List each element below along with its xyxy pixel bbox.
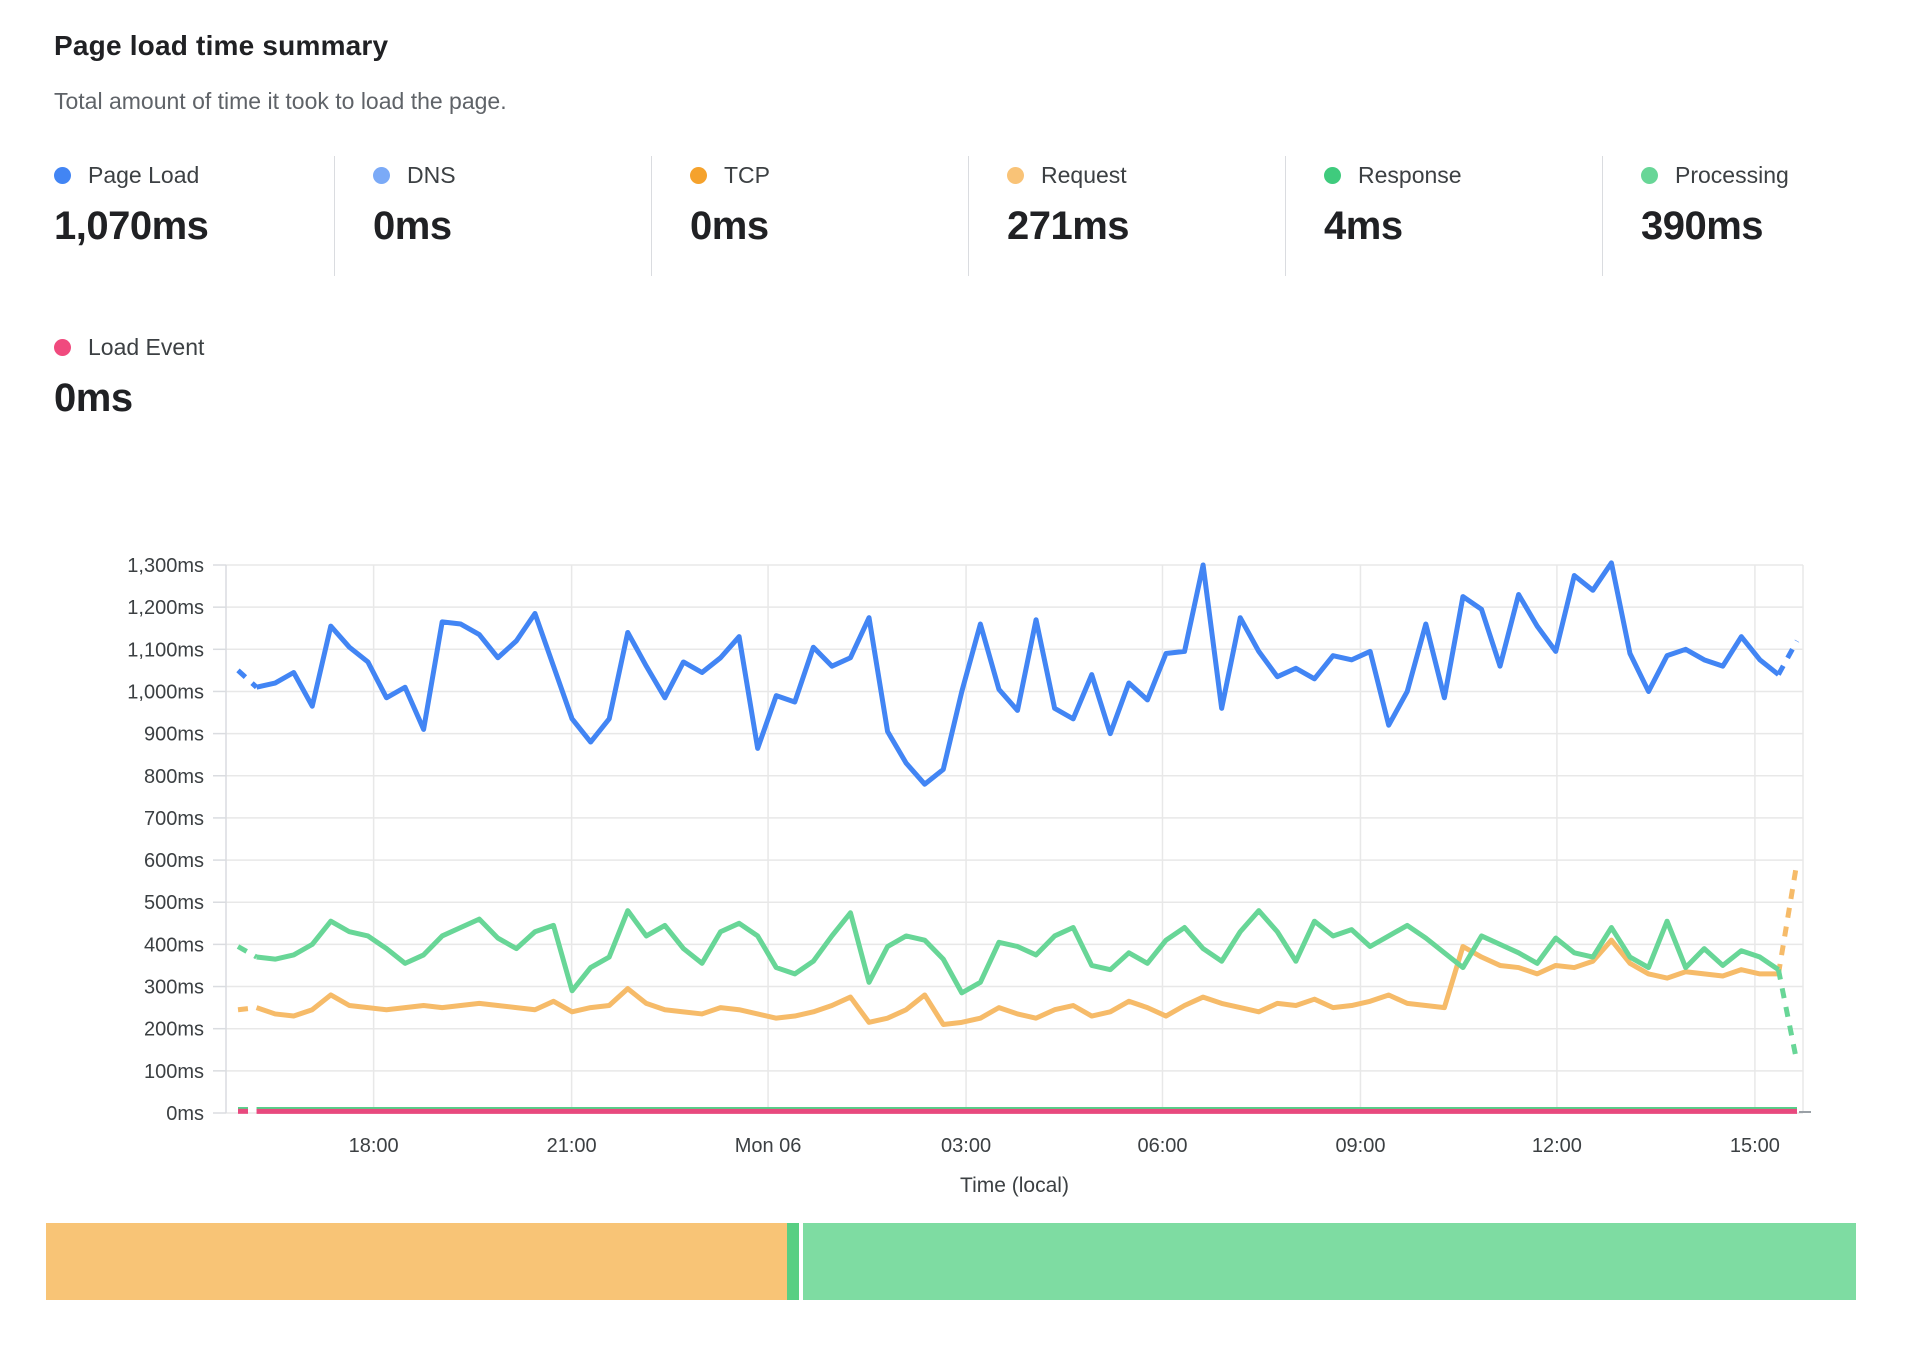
x-axis-label: 12:00 xyxy=(1532,1135,1582,1157)
metric-value: 0ms xyxy=(690,204,769,248)
processing-line xyxy=(256,908,1780,996)
metric-page-load[interactable]: Page Load 1,070ms xyxy=(54,156,334,276)
metric-legend: Response xyxy=(1324,162,1602,189)
metric-label: Page Load xyxy=(88,162,200,188)
metric-label: Response xyxy=(1358,162,1462,188)
response-legend-dot-icon xyxy=(1324,167,1341,184)
metric-processing[interactable]: Processing 390ms xyxy=(1602,156,1910,276)
metric-label: Request xyxy=(1041,162,1127,188)
y-axis-label: 300ms xyxy=(144,977,204,999)
request-legend-dot-icon xyxy=(1007,167,1024,184)
chart-plot-area[interactable] xyxy=(226,565,1803,1113)
y-axis-label: 100ms xyxy=(144,1061,204,1083)
processing-line-start-dash xyxy=(236,944,258,960)
metric-legend: TCP xyxy=(690,162,968,189)
y-axis-label: 1,100ms xyxy=(127,639,204,661)
metric-value: 271ms xyxy=(1007,204,1130,248)
metric-legend: Request xyxy=(1007,162,1285,189)
metric-legend: Page Load xyxy=(54,162,334,189)
page-load-line-start-dash xyxy=(236,668,259,690)
y-axis-label: 400ms xyxy=(144,934,204,956)
x-axis-label: 06:00 xyxy=(1137,1135,1187,1157)
metric-tcp[interactable]: TCP 0ms xyxy=(651,156,968,276)
page-load-line xyxy=(256,560,1780,787)
processing-line-end-dash xyxy=(1775,969,1800,1063)
gap-segment[interactable] xyxy=(799,1223,803,1300)
y-axis-label: 1,000ms xyxy=(127,681,204,703)
y-axis-label: 500ms xyxy=(144,892,204,914)
page-load-line-end-dash xyxy=(1776,639,1800,676)
metric-legend: Processing xyxy=(1641,162,1910,189)
x-axis-label: Mon 06 xyxy=(735,1135,802,1157)
x-axis-label: 03:00 xyxy=(941,1135,991,1157)
dns-legend-dot-icon xyxy=(373,167,390,184)
x-axis-label: 09:00 xyxy=(1335,1135,1385,1157)
metric-load-event[interactable]: Load Event 0ms xyxy=(54,328,334,448)
x-axis-title: Time (local) xyxy=(960,1174,1069,1197)
panel-title: Page load time summary xyxy=(54,30,389,61)
request-line-start-dash xyxy=(237,1005,257,1013)
processing-legend-dot-icon xyxy=(1641,167,1658,184)
metric-dns[interactable]: DNS 0ms xyxy=(334,156,651,276)
page-load-legend-dot-icon xyxy=(54,167,71,184)
metrics-row-2: Load Event 0ms xyxy=(54,328,334,448)
metric-value: 0ms xyxy=(373,204,452,248)
metrics-row-1: Page Load 1,070ms DNS 0ms TCP 0ms Request 271ms… xyxy=(54,156,1910,276)
metric-request[interactable]: Request 271ms xyxy=(968,156,1285,276)
request-line xyxy=(255,937,1779,1027)
boundary-segment[interactable] xyxy=(787,1223,799,1300)
request-segment[interactable] xyxy=(46,1223,787,1300)
load-event-legend-dot-icon xyxy=(54,339,71,356)
metric-legend: Load Event xyxy=(54,334,334,361)
metric-value: 1,070ms xyxy=(54,204,209,248)
y-axis-label: 1,300ms xyxy=(127,555,204,577)
panel-subtitle: Total amount of time it took to load the… xyxy=(54,88,507,114)
processing-segment[interactable] xyxy=(803,1223,1856,1300)
metric-label: TCP xyxy=(724,162,770,188)
x-axis-label: 21:00 xyxy=(547,1135,597,1157)
y-axis-label: 0ms xyxy=(166,1103,204,1125)
tcp-legend-dot-icon xyxy=(690,167,707,184)
metric-label: DNS xyxy=(407,162,456,188)
y-axis-label: 700ms xyxy=(144,808,204,830)
y-axis-label: 900ms xyxy=(144,724,204,746)
metric-response[interactable]: Response 4ms xyxy=(1285,156,1602,276)
time-range-bar[interactable] xyxy=(46,1223,1856,1300)
metric-value: 390ms xyxy=(1641,204,1764,248)
metric-label: Processing xyxy=(1675,162,1789,188)
metric-value: 0ms xyxy=(54,376,133,420)
metric-label: Load Event xyxy=(88,334,205,360)
x-axis-label: 15:00 xyxy=(1730,1135,1780,1157)
metric-legend: DNS xyxy=(373,162,651,189)
y-axis-label: 600ms xyxy=(144,850,204,872)
y-axis-label: 200ms xyxy=(144,1019,204,1041)
metric-value: 4ms xyxy=(1324,204,1403,248)
y-axis-label: 800ms xyxy=(144,766,204,788)
y-axis-label: 1,200ms xyxy=(127,597,204,619)
x-axis-label: 18:00 xyxy=(349,1135,399,1157)
